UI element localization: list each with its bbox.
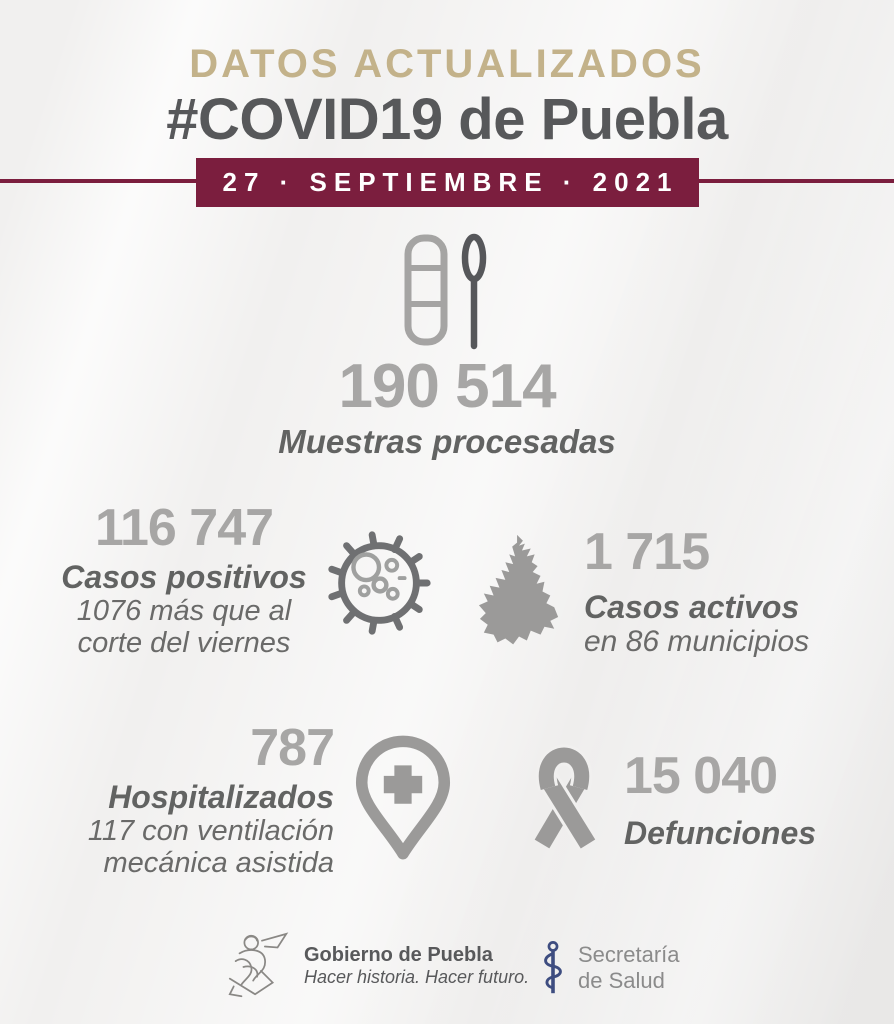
health-ministry-text: Secretaría de Salud [578,942,680,994]
positive-cases-block: 116 747 Casos positivos 1076 más que al … [56,502,312,660]
health-ministry-line1: Secretaría [578,942,680,968]
positive-cases-label: Casos positivos [61,559,307,595]
map-icon-wrap [476,532,564,661]
hospitalized-sub-line2: mecánica asistida [103,847,335,880]
puebla-state-map-icon [478,534,559,645]
active-cases-label: Casos activos [584,589,800,625]
mourning-ribbon-icon [534,744,598,851]
deaths-label: Defunciones [624,815,817,851]
positive-cases-sub-line2: corte del viernes [77,627,291,660]
coronavirus-icon [328,531,431,635]
government-slogan: Hacer historia. Hacer futuro. [304,967,530,988]
hospital-pin-wrap [355,734,451,867]
date-banner-row: 27 · SEPTIEMBRE · 2021 [0,158,894,207]
gobierno-de-puebla-sketch-logo [228,932,289,998]
government-name: Gobierno de Puebla [304,944,493,967]
samples-icon-wrap [401,228,493,355]
hospital-location-pin-icon [355,735,451,860]
health-ministry-line2: de Salud [578,968,665,993]
page-title: #COVID19 de Puebla [166,87,728,152]
ribbon-icon-wrap [524,738,604,863]
date-banner: 27 · SEPTIEMBRE · 2021 [195,158,699,207]
deaths-block: 15 040 Defunciones [624,750,874,851]
hospitalized-count: 787 [250,719,335,777]
health-logo-group: Secretaría de Salud [538,941,680,995]
government-logo-group: Gobierno de Puebla Hacer historia. Hacer… [222,928,529,1004]
deaths-count: 15 040 [624,747,778,805]
kicker-title: DATOS ACTUALIZADOS [189,42,705,86]
active-cases-sub: en 86 municipios [584,624,810,658]
hospitalized-sub-line1: 117 con ventilación [87,814,334,847]
government-text: Gobierno de Puebla Hacer historia. Hacer… [304,943,529,989]
test-tube-and-swab-icon [404,233,487,350]
samples-label: Muestras procesadas [278,423,616,460]
positive-cases-sub-line1: 1076 más que al [76,594,292,627]
hospitalized-block: 787 Hospitalizados 117 con ventilación m… [30,719,335,880]
virus-icon-wrap [320,524,438,647]
staff-of-asclepius-icon [544,941,562,994]
samples-count: 190 514 [338,352,556,421]
active-cases-count: 1 715 [584,523,710,581]
hospitalized-label: Hospitalizados [108,779,334,815]
active-cases-block: 1 715 Casos activos en 86 municipios [584,526,854,658]
positive-cases-count: 116 747 [94,499,274,557]
